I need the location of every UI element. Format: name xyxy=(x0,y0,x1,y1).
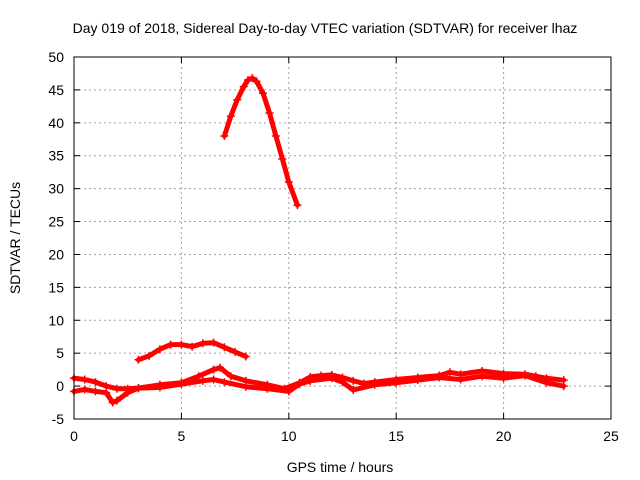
y-tick-label: 10 xyxy=(48,312,64,328)
data-point xyxy=(241,382,250,391)
data-point xyxy=(177,380,186,389)
y-tick-label: 40 xyxy=(48,115,64,131)
data-point xyxy=(108,398,117,407)
axis-ticks: 0 5 10 15 20 25 -5 0 5 10 15 20 25 30 35 40 45 50 xyxy=(48,49,619,444)
data-point xyxy=(91,387,100,396)
data-point xyxy=(241,352,250,361)
data-point xyxy=(521,371,530,380)
data-point xyxy=(80,375,89,384)
data-point xyxy=(278,155,287,164)
data-point xyxy=(295,380,304,389)
data-point xyxy=(542,378,551,387)
data-point xyxy=(233,95,242,104)
data-point xyxy=(478,372,487,381)
data-point xyxy=(252,77,261,86)
data-point xyxy=(112,384,121,393)
y-tick-label: 25 xyxy=(48,214,64,230)
data-point xyxy=(259,89,268,98)
data-point xyxy=(435,373,444,382)
data-point xyxy=(188,342,197,351)
data-point xyxy=(559,382,568,391)
data-point xyxy=(349,376,358,385)
data-point xyxy=(338,378,347,387)
data-point xyxy=(499,374,508,383)
y-tick-label: 15 xyxy=(48,279,64,295)
x-tick-label: 10 xyxy=(281,428,297,444)
data-point xyxy=(327,374,336,383)
data-point xyxy=(155,383,164,392)
data-point xyxy=(134,355,143,364)
x-axis-label: GPS time / hours xyxy=(287,459,394,475)
x-tick-label: 15 xyxy=(388,428,404,444)
y-tick-label: -5 xyxy=(52,411,65,427)
data-point xyxy=(445,368,454,377)
series-line-arc-low-b xyxy=(71,373,567,405)
data-point xyxy=(166,340,175,349)
data-point xyxy=(198,376,207,385)
data-point xyxy=(263,384,272,393)
data-point xyxy=(239,82,248,91)
data-point xyxy=(284,387,293,396)
data-point xyxy=(248,74,257,83)
data-point xyxy=(134,384,143,393)
y-axis-label: SDTVAR / TECUs xyxy=(7,182,23,294)
data-point xyxy=(220,343,229,352)
data-point xyxy=(80,385,89,394)
data-point xyxy=(226,112,235,121)
data-point xyxy=(349,386,358,395)
data-point xyxy=(209,365,218,374)
y-tick-label: 50 xyxy=(48,49,64,65)
data-point xyxy=(209,338,218,347)
x-tick-label: 20 xyxy=(496,428,512,444)
data-point xyxy=(102,388,111,397)
data-point xyxy=(220,131,229,140)
data-point xyxy=(293,201,302,210)
data-point xyxy=(271,131,280,140)
grid xyxy=(74,57,611,419)
data-point xyxy=(284,178,293,187)
data-point xyxy=(370,380,379,389)
data-point xyxy=(209,375,218,384)
y-tick-label: 5 xyxy=(56,345,64,361)
y-tick-label: 0 xyxy=(56,378,64,394)
x-tick-label: 5 xyxy=(178,428,186,444)
data-point xyxy=(265,108,274,117)
data-point xyxy=(456,375,465,384)
data-point xyxy=(112,396,121,405)
data-point xyxy=(155,345,164,354)
y-tick-label: 35 xyxy=(48,148,64,164)
data-series xyxy=(70,74,568,407)
y-tick-label: 30 xyxy=(48,181,64,197)
data-point xyxy=(123,388,132,397)
series-line-arc-peak xyxy=(221,75,300,208)
data-point xyxy=(198,339,207,348)
data-point xyxy=(194,372,203,381)
y-tick-label: 20 xyxy=(48,246,64,262)
data-point xyxy=(145,351,154,360)
chart-title: Day 019 of 2018, Sidereal Day-to-day VTE… xyxy=(73,20,578,36)
data-point xyxy=(220,378,229,387)
data-point xyxy=(392,378,401,387)
x-tick-label: 25 xyxy=(603,428,619,444)
data-point xyxy=(226,372,235,381)
data-point xyxy=(216,363,225,372)
plot-frame xyxy=(73,56,612,420)
x-tick-label: 0 xyxy=(70,428,78,444)
data-point xyxy=(231,347,240,356)
y-tick-label: 45 xyxy=(48,82,64,98)
data-point xyxy=(413,376,422,385)
data-point xyxy=(91,378,100,387)
data-point xyxy=(177,340,186,349)
data-point xyxy=(306,376,315,385)
data-point xyxy=(243,76,252,85)
